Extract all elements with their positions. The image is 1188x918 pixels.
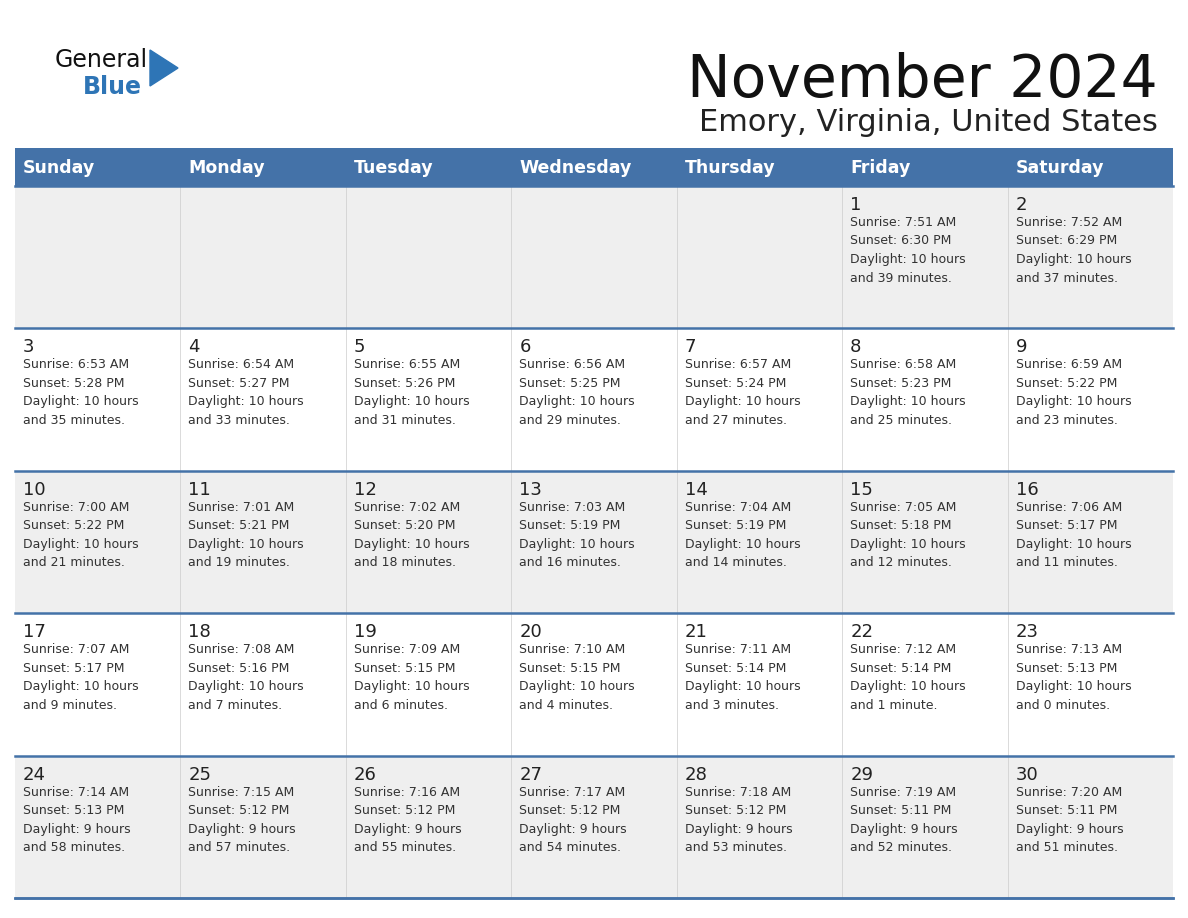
Text: 25: 25 [189, 766, 211, 784]
Text: Sunrise: 7:01 AM
Sunset: 5:21 PM
Daylight: 10 hours
and 19 minutes.: Sunrise: 7:01 AM Sunset: 5:21 PM Dayligh… [189, 501, 304, 569]
Text: Sunday: Sunday [23, 159, 95, 177]
Text: Sunrise: 7:11 AM
Sunset: 5:14 PM
Daylight: 10 hours
and 3 minutes.: Sunrise: 7:11 AM Sunset: 5:14 PM Dayligh… [684, 644, 801, 711]
Text: 30: 30 [1016, 766, 1038, 784]
Text: 20: 20 [519, 623, 542, 641]
Text: Sunrise: 7:18 AM
Sunset: 5:12 PM
Daylight: 9 hours
and 53 minutes.: Sunrise: 7:18 AM Sunset: 5:12 PM Dayligh… [684, 786, 792, 854]
Text: 8: 8 [851, 339, 861, 356]
Text: Saturday: Saturday [1016, 159, 1104, 177]
Text: Sunrise: 6:56 AM
Sunset: 5:25 PM
Daylight: 10 hours
and 29 minutes.: Sunrise: 6:56 AM Sunset: 5:25 PM Dayligh… [519, 358, 634, 427]
Text: Sunrise: 7:14 AM
Sunset: 5:13 PM
Daylight: 9 hours
and 58 minutes.: Sunrise: 7:14 AM Sunset: 5:13 PM Dayligh… [23, 786, 131, 854]
Text: Sunrise: 7:08 AM
Sunset: 5:16 PM
Daylight: 10 hours
and 7 minutes.: Sunrise: 7:08 AM Sunset: 5:16 PM Dayligh… [189, 644, 304, 711]
Bar [346, 148, 511, 186]
Text: 24: 24 [23, 766, 46, 784]
Text: 10: 10 [23, 481, 45, 498]
Text: 12: 12 [354, 481, 377, 498]
Text: November 2024: November 2024 [687, 52, 1158, 109]
Text: Sunrise: 6:58 AM
Sunset: 5:23 PM
Daylight: 10 hours
and 25 minutes.: Sunrise: 6:58 AM Sunset: 5:23 PM Dayligh… [851, 358, 966, 427]
Text: 27: 27 [519, 766, 542, 784]
Text: Sunrise: 7:12 AM
Sunset: 5:14 PM
Daylight: 10 hours
and 1 minute.: Sunrise: 7:12 AM Sunset: 5:14 PM Dayligh… [851, 644, 966, 711]
Text: 2: 2 [1016, 196, 1028, 214]
Text: 17: 17 [23, 623, 46, 641]
Text: Friday: Friday [851, 159, 910, 177]
Text: Sunrise: 7:00 AM
Sunset: 5:22 PM
Daylight: 10 hours
and 21 minutes.: Sunrise: 7:00 AM Sunset: 5:22 PM Dayligh… [23, 501, 139, 569]
Text: Sunrise: 6:59 AM
Sunset: 5:22 PM
Daylight: 10 hours
and 23 minutes.: Sunrise: 6:59 AM Sunset: 5:22 PM Dayligh… [1016, 358, 1131, 427]
Bar [842, 148, 1007, 186]
Text: General: General [55, 48, 148, 72]
Text: 7: 7 [684, 339, 696, 356]
Bar [15, 148, 181, 186]
Text: Sunrise: 7:15 AM
Sunset: 5:12 PM
Daylight: 9 hours
and 57 minutes.: Sunrise: 7:15 AM Sunset: 5:12 PM Dayligh… [189, 786, 296, 854]
Text: Sunrise: 7:20 AM
Sunset: 5:11 PM
Daylight: 9 hours
and 51 minutes.: Sunrise: 7:20 AM Sunset: 5:11 PM Dayligh… [1016, 786, 1123, 854]
Polygon shape [150, 50, 178, 86]
Text: 13: 13 [519, 481, 542, 498]
Text: Emory, Virginia, United States: Emory, Virginia, United States [699, 108, 1158, 137]
Text: Sunrise: 7:05 AM
Sunset: 5:18 PM
Daylight: 10 hours
and 12 minutes.: Sunrise: 7:05 AM Sunset: 5:18 PM Dayligh… [851, 501, 966, 569]
Bar [677, 148, 842, 186]
Text: Sunrise: 7:17 AM
Sunset: 5:12 PM
Daylight: 9 hours
and 54 minutes.: Sunrise: 7:17 AM Sunset: 5:12 PM Dayligh… [519, 786, 627, 854]
Bar [15, 186, 1173, 329]
Text: 16: 16 [1016, 481, 1038, 498]
Text: 9: 9 [1016, 339, 1028, 356]
Text: 18: 18 [189, 623, 211, 641]
Text: 21: 21 [684, 623, 708, 641]
Text: Tuesday: Tuesday [354, 159, 434, 177]
Bar [511, 148, 677, 186]
Text: Sunrise: 7:02 AM
Sunset: 5:20 PM
Daylight: 10 hours
and 18 minutes.: Sunrise: 7:02 AM Sunset: 5:20 PM Dayligh… [354, 501, 469, 569]
Bar [1007, 148, 1173, 186]
Text: Sunrise: 7:52 AM
Sunset: 6:29 PM
Daylight: 10 hours
and 37 minutes.: Sunrise: 7:52 AM Sunset: 6:29 PM Dayligh… [1016, 216, 1131, 285]
Bar [15, 471, 1173, 613]
Text: Sunrise: 6:55 AM
Sunset: 5:26 PM
Daylight: 10 hours
and 31 minutes.: Sunrise: 6:55 AM Sunset: 5:26 PM Dayligh… [354, 358, 469, 427]
Text: 23: 23 [1016, 623, 1038, 641]
Text: 11: 11 [189, 481, 211, 498]
Text: Blue: Blue [83, 75, 143, 99]
Text: 28: 28 [684, 766, 708, 784]
Text: 15: 15 [851, 481, 873, 498]
Text: Sunrise: 6:54 AM
Sunset: 5:27 PM
Daylight: 10 hours
and 33 minutes.: Sunrise: 6:54 AM Sunset: 5:27 PM Dayligh… [189, 358, 304, 427]
Text: 4: 4 [189, 339, 200, 356]
Text: 5: 5 [354, 339, 366, 356]
Text: Sunrise: 7:06 AM
Sunset: 5:17 PM
Daylight: 10 hours
and 11 minutes.: Sunrise: 7:06 AM Sunset: 5:17 PM Dayligh… [1016, 501, 1131, 569]
Text: Sunrise: 6:57 AM
Sunset: 5:24 PM
Daylight: 10 hours
and 27 minutes.: Sunrise: 6:57 AM Sunset: 5:24 PM Dayligh… [684, 358, 801, 427]
Bar [15, 329, 1173, 471]
Text: Sunrise: 7:07 AM
Sunset: 5:17 PM
Daylight: 10 hours
and 9 minutes.: Sunrise: 7:07 AM Sunset: 5:17 PM Dayligh… [23, 644, 139, 711]
Text: Sunrise: 7:19 AM
Sunset: 5:11 PM
Daylight: 9 hours
and 52 minutes.: Sunrise: 7:19 AM Sunset: 5:11 PM Dayligh… [851, 786, 958, 854]
Text: Monday: Monday [189, 159, 265, 177]
Text: 22: 22 [851, 623, 873, 641]
Text: Sunrise: 7:16 AM
Sunset: 5:12 PM
Daylight: 9 hours
and 55 minutes.: Sunrise: 7:16 AM Sunset: 5:12 PM Dayligh… [354, 786, 461, 854]
Text: Wednesday: Wednesday [519, 159, 632, 177]
Text: Sunrise: 7:04 AM
Sunset: 5:19 PM
Daylight: 10 hours
and 14 minutes.: Sunrise: 7:04 AM Sunset: 5:19 PM Dayligh… [684, 501, 801, 569]
Text: Thursday: Thursday [684, 159, 776, 177]
Bar [15, 613, 1173, 756]
Text: 3: 3 [23, 339, 34, 356]
Text: 29: 29 [851, 766, 873, 784]
Text: 19: 19 [354, 623, 377, 641]
Bar [181, 148, 346, 186]
Text: Sunrise: 7:13 AM
Sunset: 5:13 PM
Daylight: 10 hours
and 0 minutes.: Sunrise: 7:13 AM Sunset: 5:13 PM Dayligh… [1016, 644, 1131, 711]
Text: 1: 1 [851, 196, 861, 214]
Text: Sunrise: 7:51 AM
Sunset: 6:30 PM
Daylight: 10 hours
and 39 minutes.: Sunrise: 7:51 AM Sunset: 6:30 PM Dayligh… [851, 216, 966, 285]
Text: 26: 26 [354, 766, 377, 784]
Text: Sunrise: 7:09 AM
Sunset: 5:15 PM
Daylight: 10 hours
and 6 minutes.: Sunrise: 7:09 AM Sunset: 5:15 PM Dayligh… [354, 644, 469, 711]
Text: Sunrise: 7:03 AM
Sunset: 5:19 PM
Daylight: 10 hours
and 16 minutes.: Sunrise: 7:03 AM Sunset: 5:19 PM Dayligh… [519, 501, 634, 569]
Bar [15, 756, 1173, 898]
Text: 14: 14 [684, 481, 708, 498]
Text: 6: 6 [519, 339, 531, 356]
Text: Sunrise: 7:10 AM
Sunset: 5:15 PM
Daylight: 10 hours
and 4 minutes.: Sunrise: 7:10 AM Sunset: 5:15 PM Dayligh… [519, 644, 634, 711]
Text: Sunrise: 6:53 AM
Sunset: 5:28 PM
Daylight: 10 hours
and 35 minutes.: Sunrise: 6:53 AM Sunset: 5:28 PM Dayligh… [23, 358, 139, 427]
